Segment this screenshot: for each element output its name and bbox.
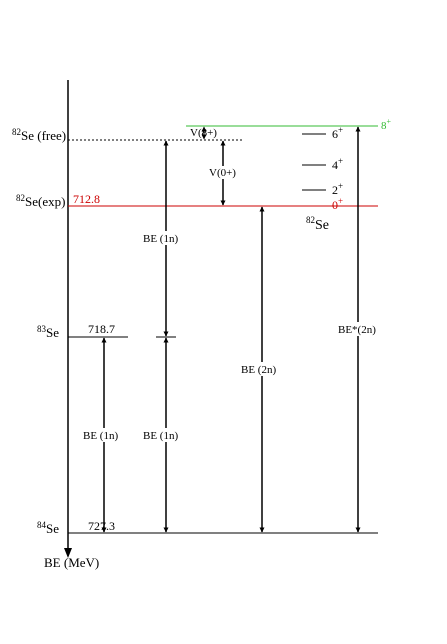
mass-number: 84 (37, 520, 47, 530)
level-label-exp: 82Se(exp) (16, 193, 65, 209)
mass-number: 82 (306, 215, 315, 225)
level-value-exp: 712.8 (73, 192, 100, 206)
level-value-se84: 727.3 (88, 519, 115, 533)
element-name: Se (315, 218, 329, 233)
arrow-down-icon (64, 548, 72, 558)
element-name: Se (46, 521, 59, 536)
axis-label: BE (MeV) (44, 555, 99, 570)
mass-number: 83 (37, 324, 47, 334)
state-label-8plus: 8+ (381, 117, 392, 132)
level-label-free: 82Se (free) (12, 127, 66, 143)
arrow-label-be1n-lower-mid: BE (1n) (143, 430, 178, 442)
state-label-2plus: 2+ (332, 181, 343, 197)
arrow-label-be1n-lower-left: BE (1n) (83, 430, 118, 442)
arrow-label-be1n-upper: BE (1n) (143, 233, 178, 245)
element-name: Se (46, 325, 59, 340)
level-label-se84: 84Se (37, 520, 59, 536)
arrow-label-v0: V(0+) (209, 167, 236, 179)
state-label-4plus: 4+ (332, 156, 343, 172)
arrow-label-v8: V(8+) (190, 127, 217, 139)
level-value-se83: 718.7 (88, 322, 115, 336)
arrow-label-be2n: BE (2n) (241, 364, 276, 376)
arrow-label-be2n-star: BE*(2n) (338, 324, 376, 336)
state-label-0plus: 0+ (332, 196, 343, 212)
mass-number: 82 (16, 193, 25, 203)
mass-number: 82 (12, 127, 21, 137)
level-label-se83: 83Se (37, 324, 59, 340)
spectrum-nucleus-label: 82Se (306, 215, 329, 233)
element-name: Se (free) (21, 128, 66, 143)
state-label-6plus: 6+ (332, 125, 343, 141)
element-name: Se(exp) (25, 194, 65, 209)
